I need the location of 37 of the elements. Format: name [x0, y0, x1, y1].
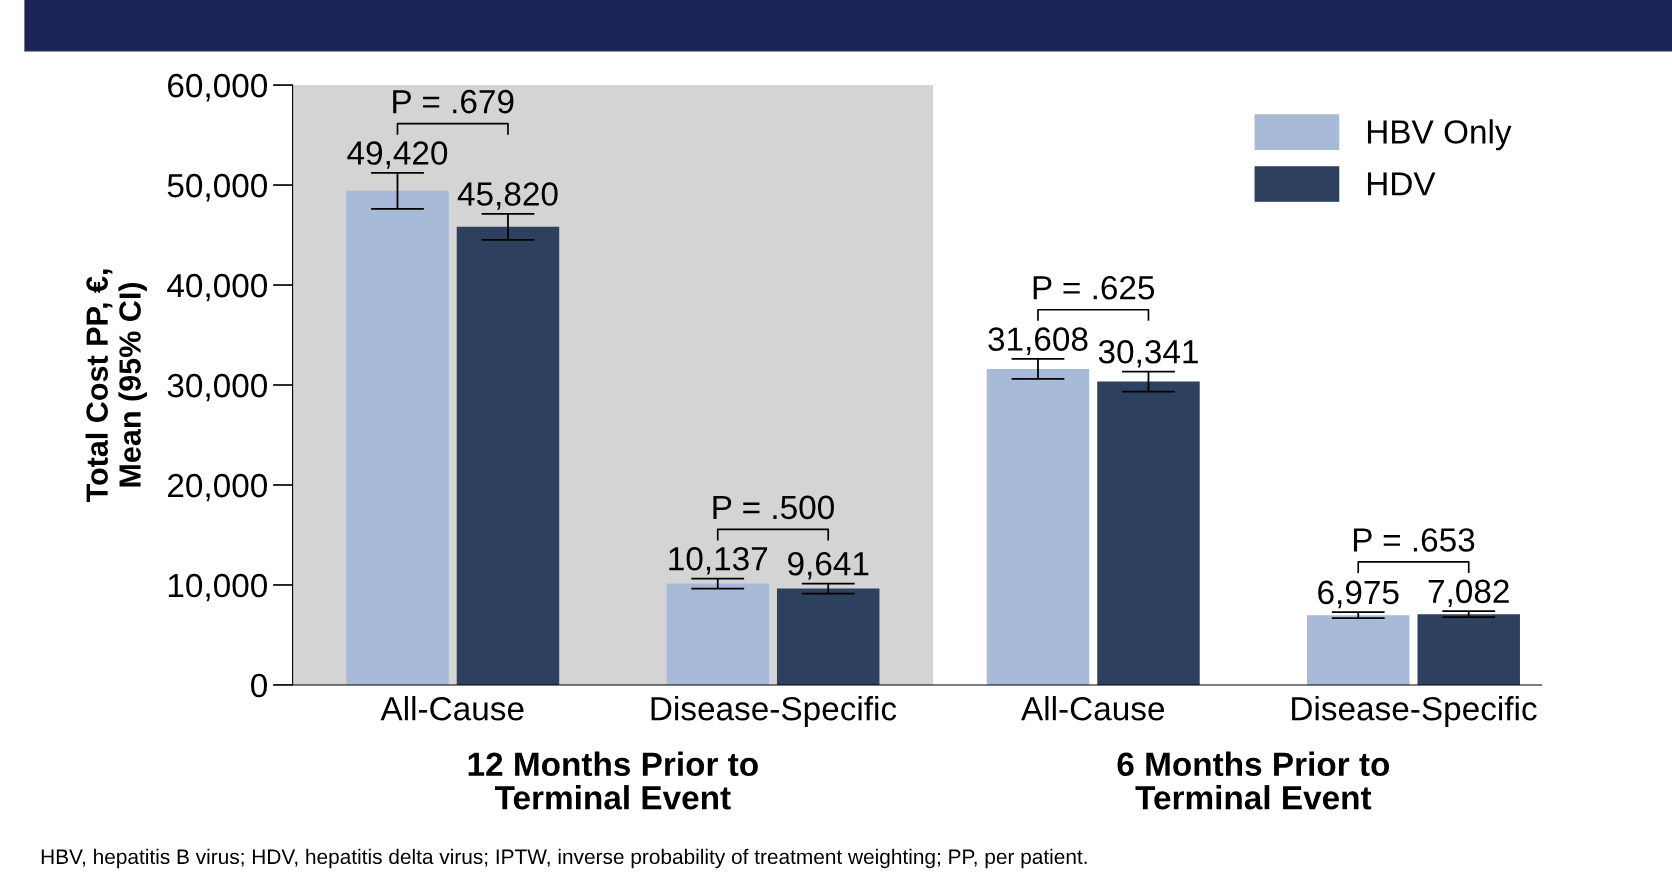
- data-label: 6,975: [1318, 580, 1399, 609]
- legend-label: HBV Only: [1367, 119, 1512, 151]
- bar: [986, 368, 1090, 685]
- data-label: 31,608: [988, 327, 1088, 355]
- bar: [346, 190, 449, 685]
- bar: [1307, 615, 1410, 685]
- x-tick-label: Disease-Specific: [651, 696, 897, 728]
- bar: [1097, 381, 1200, 685]
- y-axis-title: Total Cost PP, €, Mean (95% CI): [85, 269, 147, 503]
- annotation: P = .500: [713, 495, 834, 520]
- annotation: P = .625: [1033, 275, 1155, 300]
- y-tick-label: 50,000: [167, 173, 267, 202]
- data-label: 30,341: [1098, 340, 1198, 368]
- data-label: 9,641: [788, 551, 869, 580]
- data-label: 10,137: [669, 547, 768, 575]
- bar: [666, 583, 769, 685]
- y-tick-label: 10,000: [168, 573, 267, 602]
- x-tick-label: All-Cause: [1021, 696, 1164, 721]
- y-tick-label: 0: [251, 673, 267, 698]
- annotation: P = .679: [393, 89, 514, 114]
- y-tick-label: 30,000: [167, 373, 267, 402]
- y-tick-label: 60,000: [168, 73, 267, 102]
- text: HBV, hepatitis B virus; HDV, hepatitis delta virus; IPTW, inverse probability of treatment weighting; PP, per patient.: [41, 848, 1087, 869]
- data-label: 7,082: [1428, 579, 1509, 608]
- legend-label: HDV: [1367, 172, 1436, 196]
- bar: [456, 226, 560, 685]
- x-tick-label: Disease-Specific: [1292, 696, 1537, 728]
- data-label: 45,820: [457, 182, 558, 210]
- text: 12 Months Prior to Terminal Event: [468, 751, 758, 810]
- y-tick-label: 20,000: [168, 473, 267, 502]
- annotation: P = .653: [1353, 528, 1475, 552]
- bar: [1417, 614, 1520, 685]
- bar: [776, 588, 880, 685]
- x-tick-label: All-Cause: [380, 696, 524, 721]
- text: 6 Months Prior to Terminal Event: [1117, 751, 1390, 810]
- y-tick-label: 40,000: [167, 273, 267, 302]
- data-label: 49,420: [347, 141, 448, 169]
